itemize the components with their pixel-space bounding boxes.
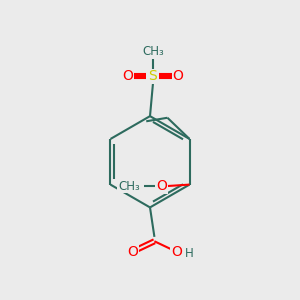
Text: O: O [171,244,182,259]
Text: H: H [184,247,193,260]
Text: O: O [122,69,134,83]
Text: O: O [156,179,167,193]
Text: CH₃: CH₃ [118,180,140,193]
Text: O: O [172,69,183,83]
Text: CH₃: CH₃ [142,45,164,58]
Text: S: S [148,69,157,83]
Text: O: O [127,244,138,259]
